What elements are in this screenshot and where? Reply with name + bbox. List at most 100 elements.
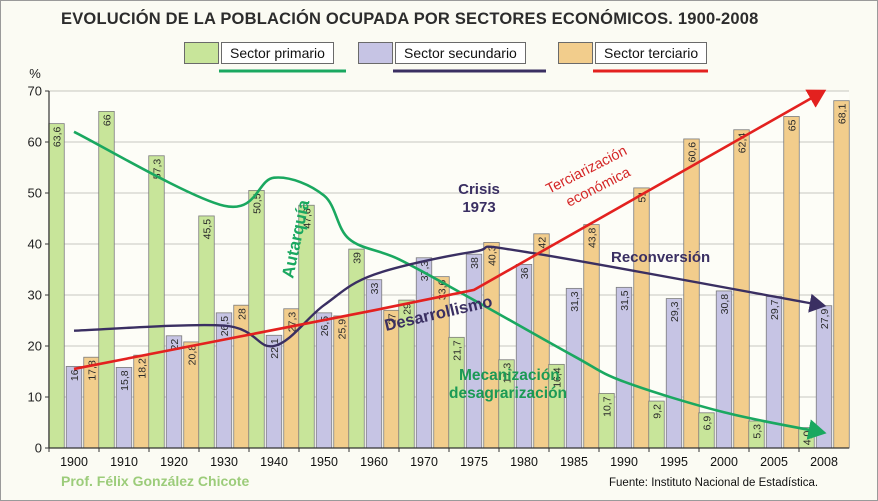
bar-value-label: 43,8 (587, 227, 599, 248)
bar-value-label: 17,8 (87, 360, 99, 381)
legend-item-primario: Sector primario (184, 41, 334, 65)
bar-primario (98, 111, 115, 449)
x-tick-label: 1985 (560, 455, 588, 469)
bar-value-label: 68,1 (837, 104, 849, 125)
y-tick-label: 30 (28, 288, 42, 303)
bar-value-label: 20,8 (187, 345, 199, 366)
legend-swatch-primario (184, 42, 219, 64)
bar-value-label: 28 (237, 308, 249, 320)
bar-value-label: 37,3 (419, 261, 431, 282)
x-tick-label: 2008 (810, 455, 838, 469)
legend-label-secundario: Sector secundario (395, 42, 526, 64)
bar-secundario (515, 263, 533, 449)
legend-swatch-secundario (358, 42, 393, 64)
x-tick-label: 1930 (210, 455, 238, 469)
legend-item-terciario: Sector terciario (558, 41, 708, 65)
annotation-reconversion: Reconversión (611, 249, 710, 266)
source-note: Fuente: Instituto Nacional de Estadístic… (609, 477, 819, 489)
y-tick-label: 40 (28, 237, 42, 252)
bar-value-label: 65 (787, 119, 799, 131)
trend-line-terciario (73, 89, 827, 371)
x-tick-label: 1960 (360, 455, 388, 469)
legend-item-secundario: Sector secundario (358, 41, 526, 65)
bar-terciario (783, 116, 800, 449)
bar-value-label: 42 (537, 237, 549, 249)
bar-value-label: 66 (102, 114, 114, 126)
annotation-mecanizacion: Mecanización (459, 367, 560, 384)
bar-value-label: 9,2 (652, 404, 664, 419)
bar-value-label: 17,3 (502, 363, 514, 384)
trend-line-secundario (73, 245, 827, 348)
x-tick-label: 1900 (60, 455, 88, 469)
x-tick-label: 1995 (660, 455, 688, 469)
bar-value-label: 27,3 (287, 312, 299, 333)
x-tick-label: 1950 (310, 455, 338, 469)
bar-terciario (583, 224, 600, 449)
bar-terciario (633, 187, 650, 449)
x-tick-label: 1975 (460, 455, 488, 469)
bar-value-label: 60,6 (687, 142, 699, 163)
x-tick-label: 1990 (610, 455, 638, 469)
bar-primario (48, 123, 65, 449)
bar-value-label: 15,8 (119, 370, 131, 391)
bar-secundario (415, 257, 433, 449)
bar-value-label: 22 (169, 339, 181, 351)
y-tick-label: 20 (28, 339, 42, 354)
bar-value-label: 31,3 (569, 291, 581, 312)
bar-primario (248, 190, 265, 449)
bar-value-label: 38 (469, 257, 481, 269)
x-tick-label: 1940 (260, 455, 288, 469)
bar-value-label: 27,9 (819, 309, 831, 330)
bar-terciario (483, 242, 500, 449)
bar-value-label: 40,3 (487, 245, 499, 266)
bar-value-label: 29,3 (669, 301, 681, 322)
bar-value-label: 29 (402, 303, 414, 315)
annotation-crisis: Crisis (458, 181, 500, 198)
y-tick-label: 60 (28, 135, 42, 150)
annotation-crisis-year: 1973 (462, 199, 495, 216)
bar-terciario (833, 100, 850, 449)
legend-label-terciario: Sector terciario (595, 42, 708, 64)
bar-value-label: 10,7 (602, 396, 614, 417)
bar-secundario (365, 279, 383, 449)
y-tick-label: 0 (35, 441, 42, 456)
bar-secundario (165, 335, 183, 449)
y-tick-label: 10 (28, 390, 42, 405)
bar-value-label: 22,1 (269, 338, 281, 359)
bar-value-label: 21,7 (452, 340, 464, 361)
y-axis-label: % (29, 66, 41, 81)
legend-label-primario: Sector primario (221, 42, 334, 64)
bar-value-label: 31,5 (619, 290, 631, 311)
annotation-desagrarizacion: desagrarización (449, 385, 567, 402)
bar-value-label: 16,4 (552, 367, 564, 388)
bar-secundario (465, 253, 483, 449)
bar-value-label: 6,9 (702, 416, 714, 431)
bar-value-label: 45,5 (202, 219, 214, 240)
bar-value-label: 4,0 (802, 430, 814, 445)
chart-title: EVOLUCIÓN DE LA POBLACIÓN OCUPADA POR SE… (61, 10, 759, 28)
bar-value-label: 18,2 (137, 358, 149, 379)
bar-value-label: 33 (369, 283, 381, 295)
bar-value-label: 51 (637, 191, 649, 203)
bar-value-label: 29,7 (769, 299, 781, 320)
y-tick-label: 70 (28, 84, 42, 99)
bar-primario (148, 155, 165, 449)
y-tick-label: 50 (28, 186, 42, 201)
bar-value-label: 27 (387, 313, 399, 325)
x-tick-label: 2000 (710, 455, 738, 469)
x-tick-label: 1980 (510, 455, 538, 469)
bar-value-label: 30,8 (719, 294, 731, 315)
x-tick-label: 2005 (760, 455, 788, 469)
bar-value-label: 47,6 (302, 208, 314, 229)
author-credit: Prof. Félix González Chicote (61, 473, 250, 489)
bar-value-label: 25,9 (337, 319, 349, 340)
bar-value-label: 39 (352, 252, 364, 264)
bar-value-label: 36 (519, 267, 531, 279)
bar-value-label: 5,3 (752, 424, 764, 439)
bar-value-label: 50,5 (252, 193, 264, 214)
bar-primario (198, 215, 215, 449)
trend-line-primario (73, 130, 827, 440)
x-tick-label: 1920 (160, 455, 188, 469)
